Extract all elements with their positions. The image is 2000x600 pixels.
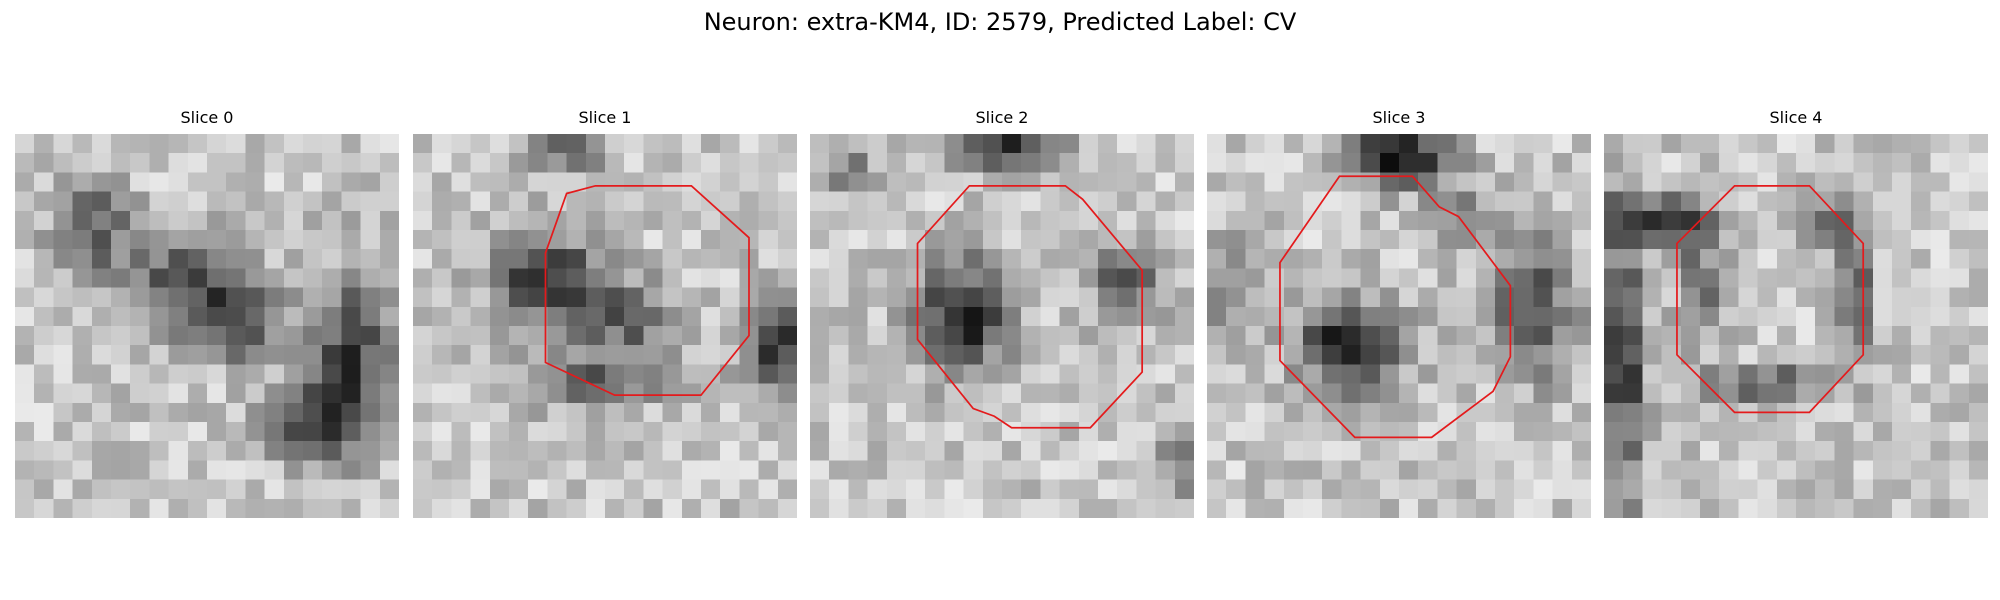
slice-0-image xyxy=(15,134,399,518)
slice-3-title: Slice 3 xyxy=(1207,108,1591,128)
slice-0-title: Slice 0 xyxy=(15,108,399,128)
slice-panel-0: Slice 0 xyxy=(15,108,399,518)
slice-2-title: Slice 2 xyxy=(810,108,1194,128)
slice-1-image xyxy=(413,134,797,518)
slice-3-image xyxy=(1207,134,1591,518)
slice-panel-2: Slice 2 xyxy=(810,108,1194,518)
slice-1-title: Slice 1 xyxy=(413,108,797,128)
slice-panel-4: Slice 4 xyxy=(1604,108,1988,518)
slice-panel-1: Slice 1 xyxy=(413,108,797,518)
slice-panel-3: Slice 3 xyxy=(1207,108,1591,518)
slice-4-image xyxy=(1604,134,1988,518)
slice-2-image xyxy=(810,134,1194,518)
slice-4-title: Slice 4 xyxy=(1604,108,1988,128)
